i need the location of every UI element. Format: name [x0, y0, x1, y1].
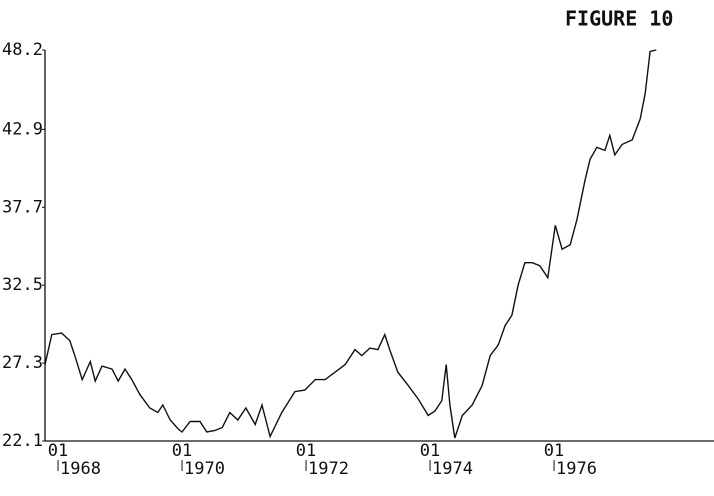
- y-tick-label: 48.2: [2, 40, 43, 60]
- x-tick-month: 01: [48, 441, 68, 461]
- y-tick-label: 27.3: [2, 353, 43, 373]
- x-tick-label: 1974: [432, 459, 473, 479]
- x-tick-label: 1968: [60, 459, 101, 479]
- x-tick-label: 1976: [556, 459, 597, 479]
- x-tick-month: 01: [172, 441, 192, 461]
- x-tick-label: 1970: [184, 459, 225, 479]
- y-tick-label: 37.7: [2, 197, 43, 217]
- x-tick-month: 01: [296, 441, 316, 461]
- x-tick-label: 1972: [308, 459, 349, 479]
- chart-title: FIGURE 10: [565, 7, 673, 31]
- y-tick-label: 22.1: [2, 431, 43, 451]
- x-tick-month: 01: [420, 441, 440, 461]
- data-line: [44, 49, 657, 439]
- y-tick-label: 42.9: [2, 119, 43, 139]
- y-tick-label: 32.5: [2, 275, 43, 295]
- x-tick-month: 01: [544, 441, 564, 461]
